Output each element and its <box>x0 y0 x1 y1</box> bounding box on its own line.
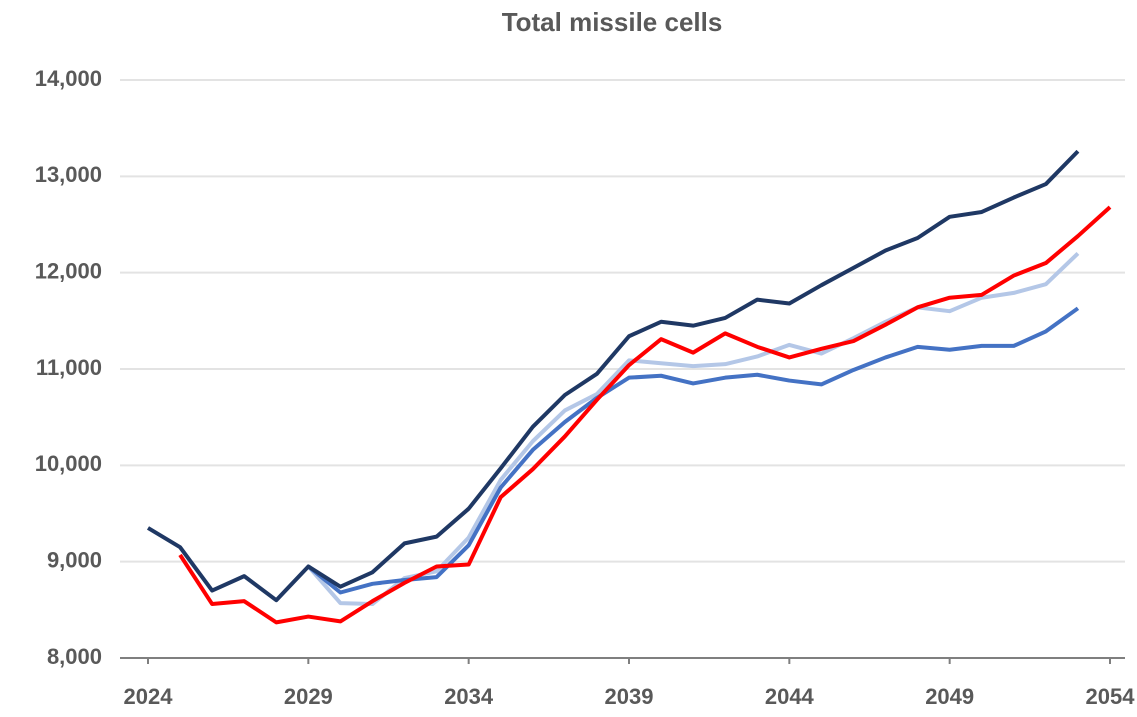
x-tick-label: 2029 <box>284 684 333 709</box>
chart-title: Total missile cells <box>502 7 723 37</box>
series-line <box>146 149 1080 603</box>
x-tick-label: 2044 <box>765 684 815 709</box>
series-line <box>306 251 1080 607</box>
y-tick-label: 9,000 <box>47 547 102 572</box>
y-tick-label: 12,000 <box>35 258 102 283</box>
y-tick-label: 11,000 <box>36 355 102 380</box>
x-tick-label: 2049 <box>925 684 974 709</box>
y-tick-label: 8,000 <box>47 644 102 669</box>
x-tick-label: 2034 <box>444 684 494 709</box>
y-tick-label: 10,000 <box>35 451 102 476</box>
x-tick-label: 2024 <box>124 684 174 709</box>
series-line <box>178 205 1112 625</box>
y-tick-label: 14,000 <box>35 66 102 91</box>
series-line <box>307 306 1080 595</box>
y-tick-label: 13,000 <box>35 162 102 187</box>
x-tick-label: 2054 <box>1086 684 1136 709</box>
x-tick-label: 2039 <box>605 684 654 709</box>
